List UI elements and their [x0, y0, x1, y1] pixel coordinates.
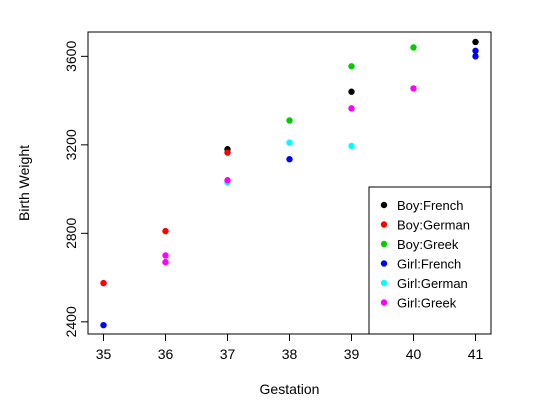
data-point — [472, 38, 479, 46]
data-point — [100, 279, 107, 287]
legend-entry: Boy:German — [397, 218, 470, 233]
x-tick-label: 41 — [468, 346, 484, 362]
x-tick-label: 38 — [282, 346, 298, 362]
data-point — [162, 252, 169, 259]
x-tick-label: 39 — [344, 346, 360, 362]
data-point — [100, 321, 107, 329]
legend-entry: Boy:Greek — [397, 237, 459, 252]
data-point — [348, 105, 355, 112]
legend-marker — [380, 279, 388, 287]
x-axis: 35 36 37 38 39 40 41 — [96, 333, 484, 362]
legend-entry: Girl:French — [397, 257, 461, 272]
y-tick-label: 3200 — [63, 129, 79, 160]
data-point — [162, 227, 169, 235]
data-point — [348, 88, 355, 95]
data-point — [162, 258, 169, 266]
data-point — [472, 47, 479, 55]
legend: Boy:French Boy:German Boy:Greek Girl:French… — [368, 186, 492, 335]
data-point — [286, 117, 293, 124]
legend-marker — [380, 260, 388, 267]
y-tick-label: 3600 — [63, 41, 79, 72]
data-point — [472, 53, 479, 60]
x-tick-label: 36 — [158, 346, 174, 362]
data-point — [410, 44, 417, 51]
legend-marker — [380, 221, 388, 228]
data-point — [348, 63, 355, 70]
data-point — [286, 156, 293, 163]
legend-marker — [380, 240, 388, 248]
data-point — [348, 142, 355, 150]
legend-marker — [380, 299, 388, 306]
x-axis-title: Gestation — [260, 381, 320, 397]
data-point — [410, 85, 417, 92]
x-tick-label: 35 — [96, 346, 112, 362]
legend-entry: Boy:French — [397, 198, 463, 213]
legend-box — [368, 186, 492, 335]
x-tick-label: 37 — [220, 346, 236, 362]
data-point — [224, 149, 231, 156]
legend-marker — [380, 201, 388, 209]
y-axis: 2400 2800 3200 3600 — [63, 41, 89, 337]
data-point — [224, 177, 231, 184]
legend-entry: Girl:Greek — [397, 296, 457, 311]
data-points — [100, 38, 479, 329]
y-tick-label: 2800 — [63, 218, 79, 249]
legend-entry: Girl:German — [397, 276, 468, 291]
y-tick-label: 2400 — [63, 306, 79, 337]
x-tick-label: 40 — [406, 346, 422, 362]
y-axis-title: Birth Weight — [16, 145, 32, 221]
data-point — [286, 139, 293, 146]
